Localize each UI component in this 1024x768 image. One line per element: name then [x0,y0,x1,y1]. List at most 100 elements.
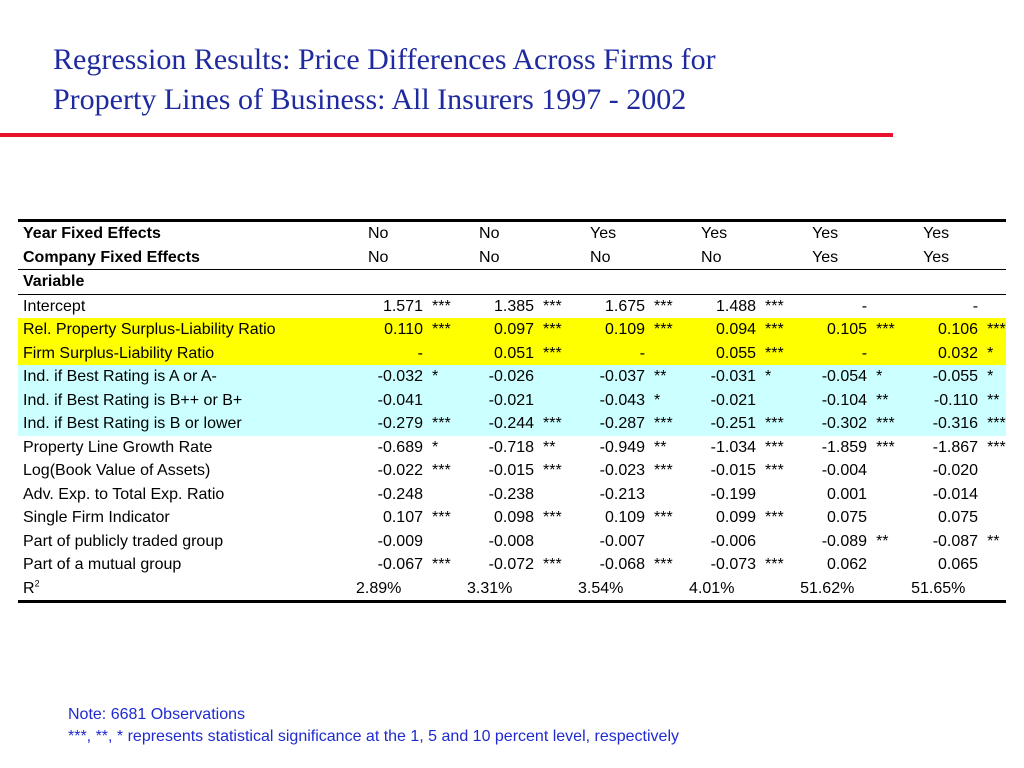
significance-stars: ** [543,438,556,456]
significance-stars [980,483,1006,507]
significance-stars [536,483,578,507]
significance-stars [425,483,467,507]
variable-label: Rel. Property Surplus-Liability Ratio [18,318,356,342]
coefficient-value: -0.251 [689,412,759,436]
coefficient-value: -0.032 [356,365,425,389]
significance-stars [980,506,1006,530]
significance-stars [980,459,1006,483]
slide-title-line-1: Regression Results: Price Differences Ac… [53,43,716,76]
coefficient-value: 0.109 [604,509,646,526]
coefficient-value: 0.098 [493,509,535,526]
coefficient-value: -0.007 [599,532,646,550]
title-underline-rule [0,133,893,137]
coefficient-value: 0.107 [382,509,423,526]
coefficient-value: 0.062 [827,556,868,573]
r-squared-row: R2 2.89% 3.31% 3.54% 4.01% 51.62% 51.65% [18,576,1007,603]
coefficient-value: 1.488 [716,297,757,315]
significance-stars: *** [543,556,562,573]
coefficient-value: - [578,341,648,365]
coefficient-value: -0.037 [578,365,648,389]
coefficient-value: -0.067 [377,556,423,573]
coefficient-value: -0.089 [821,532,868,550]
fixed-effect-cell: Yes [800,219,912,246]
significance-stars: * [758,365,801,389]
coefficient-value: -0.026 [467,365,537,389]
coefficient-value: - [972,297,979,315]
variable-label: Ind. if Best Rating is A or A- [18,365,356,389]
fixed-effect-cell: Yes [689,219,801,246]
variable-label: Ind. if Best Rating is B++ or B+ [18,388,356,412]
fixed-effect-cell: Yes [911,245,1007,270]
significance-stars [869,553,911,577]
coefficient-value: 0.099 [716,509,757,526]
fixed-effect-cell: Yes [911,219,1007,246]
r-squared-value: 3.54% [578,576,690,603]
significance-stars: * [980,365,1007,389]
variable-header-spacer [356,269,1007,295]
coefficient-value: 0.065 [938,556,979,573]
significance-stars [647,530,689,554]
fixed-effects-section: Year Fixed Effects No No Yes Yes Yes Yes Compan… [18,219,1007,270]
significance-stars: *** [980,318,1007,342]
significance-stars: *** [543,509,562,526]
coefficient-value: 1.571 [382,297,423,315]
significance-stars: *** [647,318,690,342]
significance-stars: *** [869,412,912,436]
significance-stars: *** [765,462,784,479]
significance-stars: *** [758,412,801,436]
coefficient-value: 0.094 [689,318,759,342]
coefficient-value: 0.051 [467,341,537,365]
coefficient-value: -0.031 [689,365,759,389]
coefficient-row: Part of a mutual group -0.067 *** -0.072 ***… [18,553,1006,577]
coefficient-value: -0.021 [689,388,759,412]
coefficient-value: -0.104 [800,388,870,412]
coefficient-value: -0.004 [821,462,868,479]
coefficient-value: 0.075 [938,509,979,526]
coefficient-value: -0.014 [932,485,979,503]
coefficient-value: 0.097 [467,318,537,342]
significance-stars: *** [758,341,801,365]
significance-stars: * [425,365,468,389]
coefficient-value: -0.949 [599,438,646,456]
coefficient-row: Part of publicly traded group -0.009 -0.00… [18,530,1006,554]
coefficient-row: Adv. Exp. to Total Exp. Ratio -0.248 -0.23… [18,483,1006,507]
variable-label: Intercept [23,297,86,315]
coefficient-value: -0.279 [356,412,425,436]
slide-title-line-2: Property Lines of Business: All Insurers… [53,83,687,116]
coefficient-value: -1.034 [710,438,757,456]
year-fixed-effects-row: Year Fixed Effects No No Yes Yes Yes Yes [18,219,1007,246]
coefficient-value: -0.068 [599,556,646,573]
variable-header-row: Variable [18,269,1007,295]
coefficient-value: -0.072 [488,556,535,573]
coefficient-value: -0.073 [710,556,757,573]
coefficient-row: Single Firm Indicator 0.107 *** 0.098 *** 0.1… [18,506,1006,530]
coefficient-value: 0.110 [356,318,425,342]
coefficient-value: -0.022 [377,462,423,479]
significance-stars [536,388,579,412]
coefficient-value: -0.110 [911,388,981,412]
significance-stars: *** [654,509,673,526]
significance-stars: ** [869,388,912,412]
fixed-effect-cell: Yes [800,245,912,270]
coefficient-value: -1.859 [821,438,868,456]
fixed-effect-cell: No [689,245,801,270]
significance-stars: *** [432,462,451,479]
significance-stars: ** [987,532,1000,550]
variable-label: Adv. Exp. to Total Exp. Ratio [23,485,225,503]
significance-stars: *** [543,462,562,479]
significance-stars [758,388,801,412]
significance-stars [869,483,911,507]
significance-stars: *** [425,412,468,436]
regression-results-table: Year Fixed Effects No No Yes Yes Yes Yes Compan… [18,219,1007,603]
coefficient-row: Intercept 1.571 *** 1.385 *** 1.675 *** 1.488 **… [18,294,1006,318]
r-squared-symbol: R [23,579,35,597]
r-squared-value: 2.89% [356,576,468,603]
coefficient-row: Ind. if Best Rating is B or lower -0.279 *… [18,412,1007,436]
significance-stars [869,506,911,530]
significance-stars [980,294,1006,318]
variable-label: Ind. if Best Rating is B or lower [18,412,356,436]
table-notes: Note: 6681 Observations ***, **, * repre… [68,704,679,748]
significance-stars: *** [654,462,673,479]
fixed-effect-cell: No [578,245,690,270]
coefficient-value: -0.244 [467,412,537,436]
